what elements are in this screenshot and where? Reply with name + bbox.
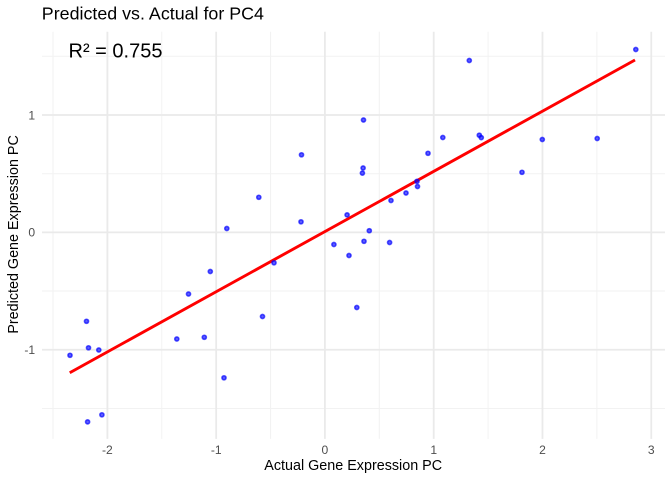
svg-text:Actual Gene Expression PC: Actual Gene Expression PC (264, 458, 442, 474)
svg-text:-1: -1 (211, 443, 222, 457)
svg-text:2: 2 (539, 443, 546, 457)
svg-text:Predicted vs. Actual for PC4: Predicted vs. Actual for PC4 (42, 4, 264, 24)
svg-text:0: 0 (28, 226, 35, 240)
svg-text:1: 1 (430, 443, 437, 457)
svg-text:3: 3 (648, 443, 655, 457)
svg-text:Predicted Gene Expression PC: Predicted Gene Expression PC (6, 135, 22, 334)
svg-text:1: 1 (28, 108, 35, 122)
svg-text:-2: -2 (102, 443, 113, 457)
svg-text:0: 0 (322, 443, 329, 457)
svg-text:R² = 0.755: R² = 0.755 (69, 41, 163, 63)
svg-text:-1: -1 (24, 343, 35, 357)
